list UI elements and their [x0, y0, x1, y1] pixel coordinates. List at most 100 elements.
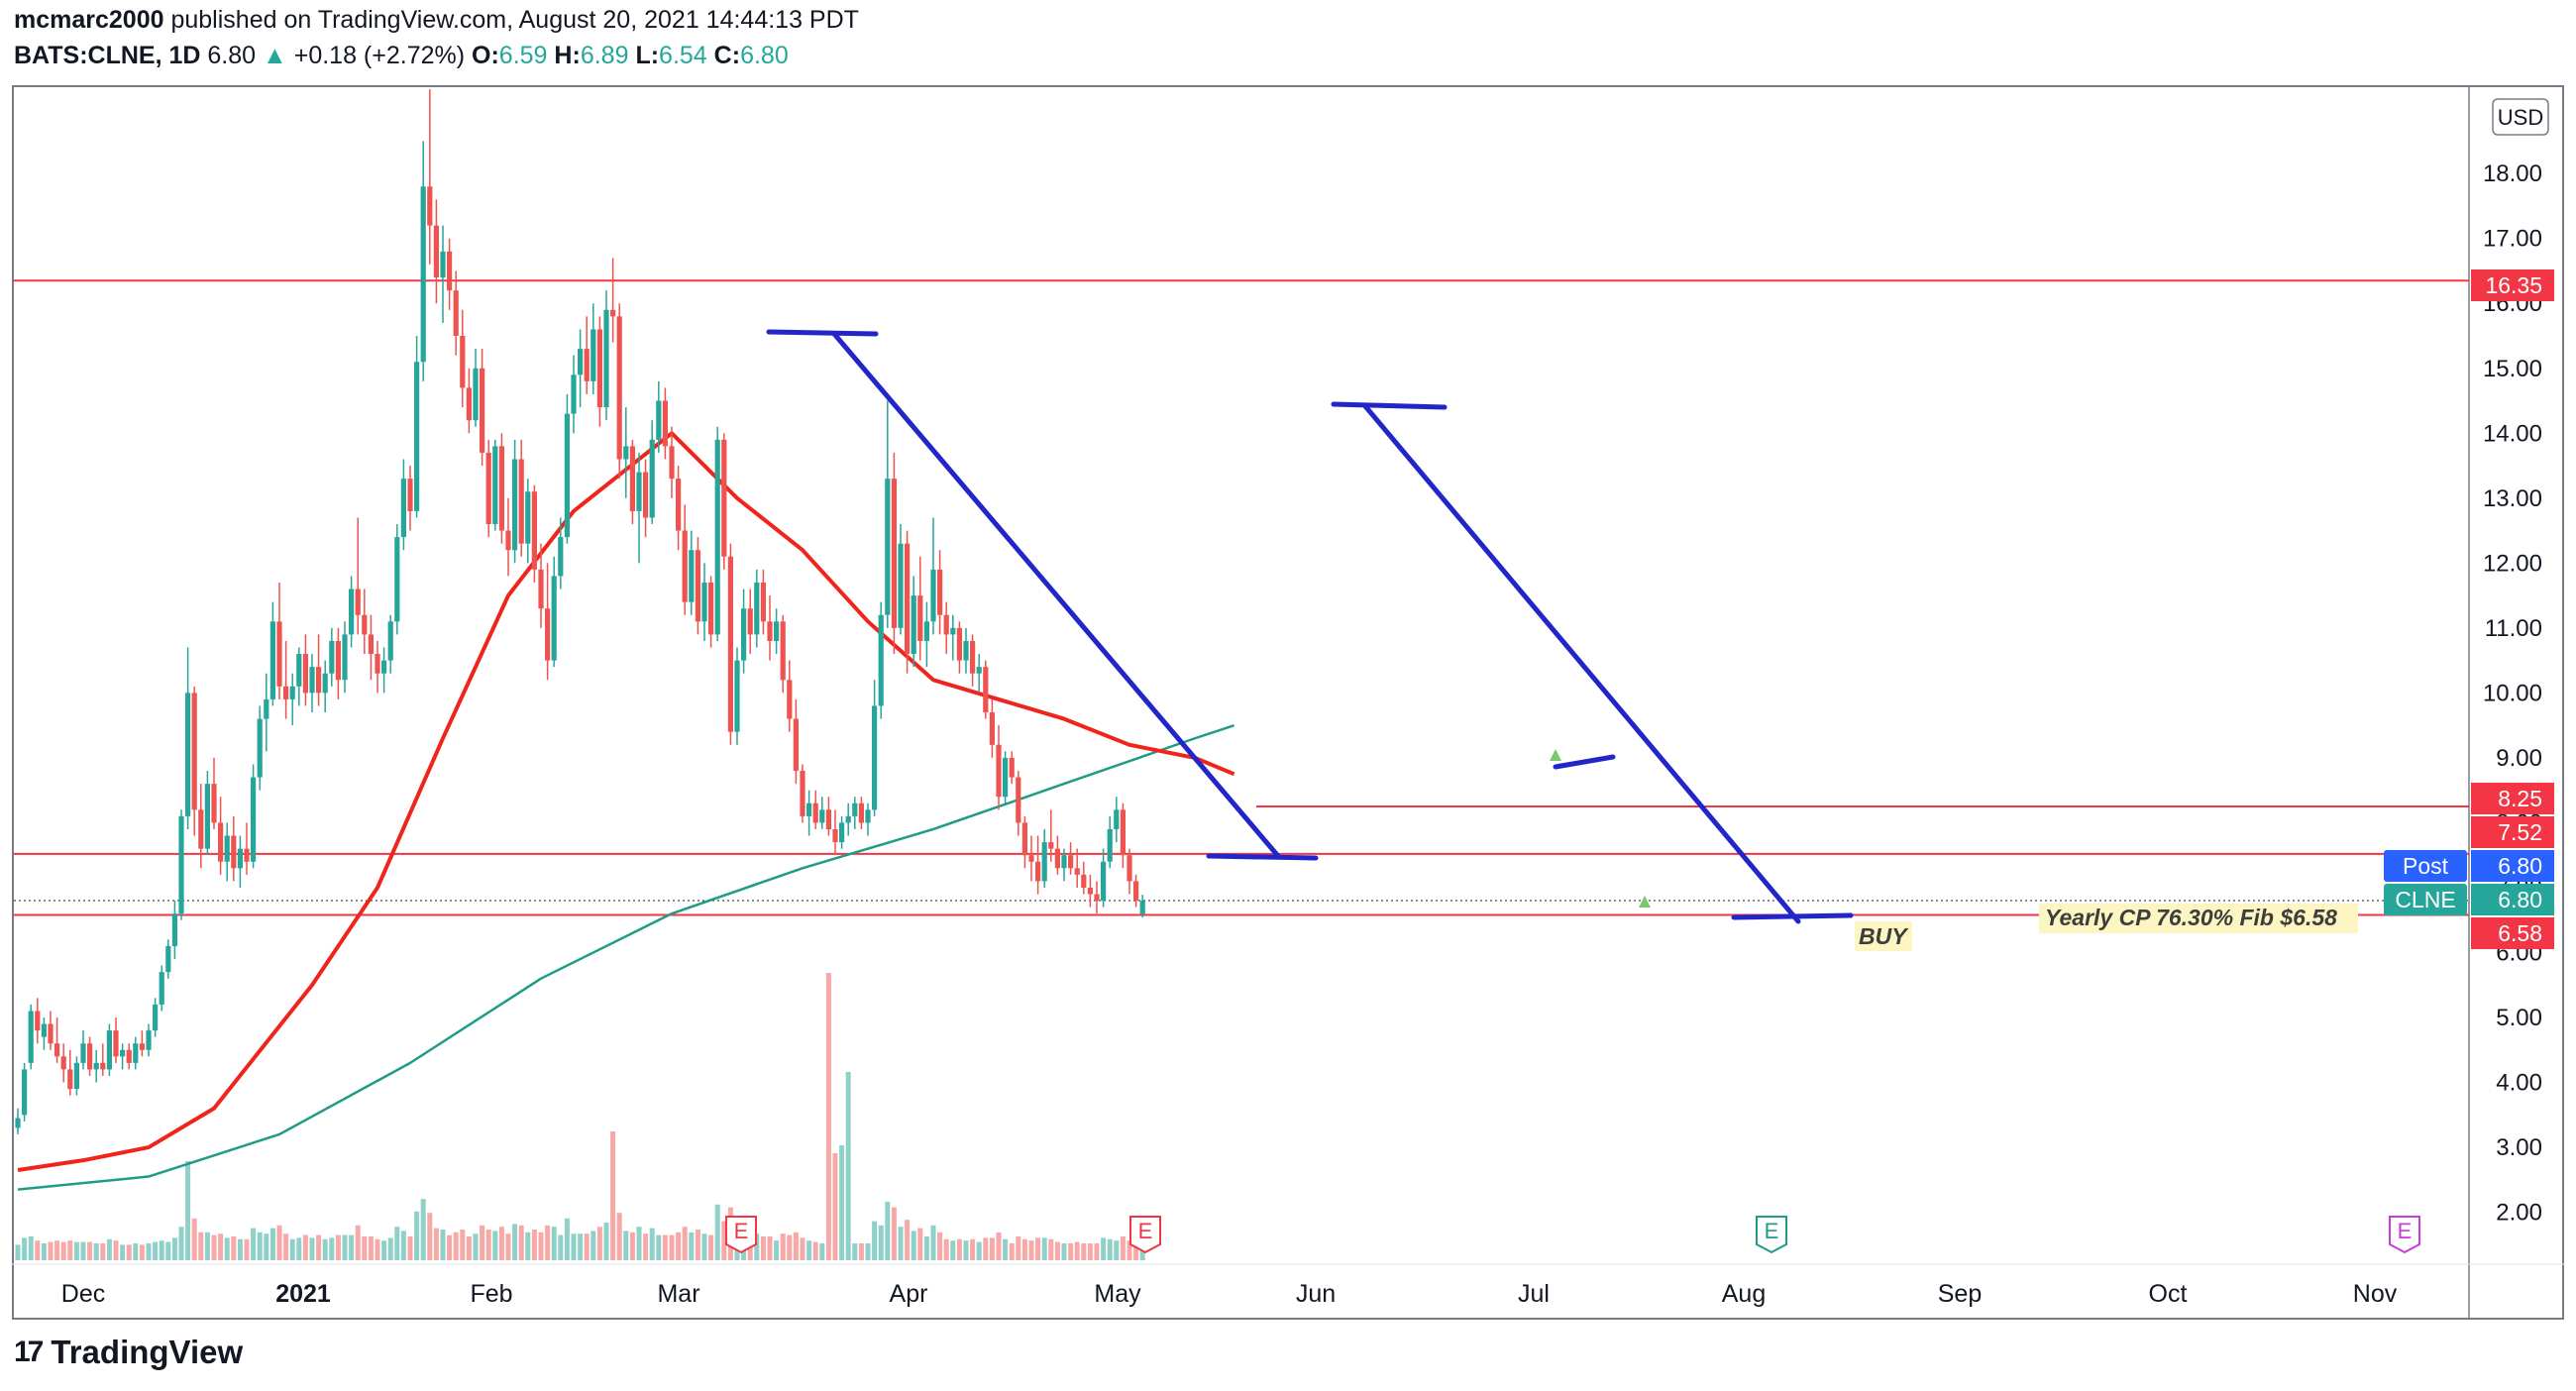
volume-bar — [453, 1231, 459, 1260]
volume-bar — [996, 1231, 1002, 1260]
candle-body — [714, 439, 720, 635]
earnings-marker-label: E — [734, 1219, 749, 1243]
candle-body — [447, 251, 453, 291]
post-price-badge-tag — [2384, 850, 2467, 882]
volume-bar — [701, 1233, 707, 1260]
volume-bar — [224, 1237, 230, 1260]
candle-body — [832, 828, 838, 843]
candle-body — [1054, 848, 1060, 869]
candle-body — [342, 634, 348, 681]
volume-bar — [60, 1241, 66, 1260]
candle-body — [349, 588, 355, 635]
volume-bar — [1003, 1238, 1009, 1260]
volume-bar — [498, 1227, 504, 1260]
candle-body — [963, 640, 969, 661]
candle-body — [780, 621, 786, 681]
candle-body — [891, 479, 897, 628]
candle-body — [584, 349, 590, 381]
candle-body — [518, 459, 524, 544]
volume-bar — [590, 1230, 596, 1260]
trend-line-drawing — [1362, 403, 1801, 924]
volume-bar — [812, 1241, 818, 1260]
candle-body — [191, 693, 197, 810]
candle-body — [845, 815, 851, 823]
candle-body — [512, 459, 518, 551]
candle-body — [1139, 901, 1145, 914]
earnings-marker-icon — [725, 1216, 757, 1254]
candle-body — [669, 446, 675, 480]
volume-bar — [466, 1236, 472, 1260]
volume-bar — [578, 1233, 584, 1260]
candle-body — [100, 1062, 106, 1070]
candle-body — [943, 614, 949, 635]
volume-bar — [1028, 1240, 1034, 1260]
volume-bar — [198, 1231, 204, 1260]
volume-bar — [525, 1231, 531, 1260]
candle-body — [269, 621, 275, 699]
author-name[interactable]: mcmarc2000 — [14, 6, 164, 34]
candle-body — [917, 595, 923, 641]
volume-bar — [669, 1234, 675, 1260]
volume-bar — [708, 1234, 714, 1260]
candle-body — [41, 1023, 47, 1037]
volume-bar — [251, 1228, 257, 1260]
candle-body — [257, 718, 263, 778]
candle-body — [414, 362, 420, 511]
trend-line-drawing — [1731, 912, 1854, 920]
tradingview-logo-icon: 17 — [14, 1336, 44, 1368]
candle-body — [453, 290, 459, 336]
candle-body — [289, 686, 295, 699]
volume-bar — [1120, 1236, 1126, 1260]
volume-bar — [15, 1244, 21, 1260]
volume-bar — [1133, 1243, 1139, 1260]
volume-bar — [1114, 1240, 1120, 1260]
candle-body — [375, 654, 380, 674]
candle-body — [296, 654, 302, 687]
candle-body — [440, 251, 446, 278]
volume-bar — [433, 1228, 439, 1260]
candle-body — [689, 550, 695, 602]
volume-bar — [616, 1213, 622, 1260]
candle-body — [950, 627, 956, 635]
volume-bar — [407, 1236, 413, 1260]
y-tick-label: 9.00 — [2496, 745, 2542, 772]
candle-body — [178, 815, 184, 914]
volume-bar — [35, 1240, 41, 1260]
candle-body — [800, 771, 805, 816]
candle-body — [558, 537, 564, 577]
y-tick-label: 10.00 — [2483, 680, 2542, 706]
trend-line-drawing — [1206, 853, 1319, 861]
high-value: 6.89 — [580, 42, 629, 69]
x-tick-label: Oct — [2149, 1280, 2188, 1308]
candle-body — [1127, 855, 1132, 882]
x-tick-label: Dec — [61, 1280, 105, 1308]
candle-body — [754, 582, 760, 635]
volume-bar — [178, 1227, 184, 1260]
candle-body — [362, 614, 368, 635]
candle-body — [905, 543, 911, 655]
candle-body — [956, 627, 962, 661]
volume-bar — [204, 1231, 210, 1260]
volume-bar — [447, 1234, 453, 1260]
symbol-label[interactable]: BATS:CLNE, 1D — [14, 42, 201, 69]
post-price-badge-value: 6.80 — [2498, 853, 2542, 879]
candle-body — [911, 595, 916, 655]
fib-annotation-box — [2039, 904, 2358, 933]
candle-body — [485, 452, 491, 525]
volume-bar — [460, 1230, 466, 1260]
candle-body — [153, 1004, 159, 1031]
volume-bar — [983, 1237, 989, 1260]
volume-bar — [283, 1233, 289, 1260]
volume-bar — [48, 1241, 54, 1260]
last-price-badge-value: 6.80 — [2498, 887, 2542, 912]
candle-body — [433, 225, 439, 278]
volume-bar — [872, 1221, 878, 1260]
candle-body — [590, 329, 596, 381]
candle-body — [394, 537, 400, 622]
candle-body — [525, 491, 531, 544]
candle-body — [218, 822, 224, 862]
level-price-badge-value: 6.58 — [2498, 920, 2542, 946]
publish-info: mcmarc2000 published on TradingView.com,… — [14, 6, 859, 35]
volume-bar — [100, 1243, 106, 1260]
